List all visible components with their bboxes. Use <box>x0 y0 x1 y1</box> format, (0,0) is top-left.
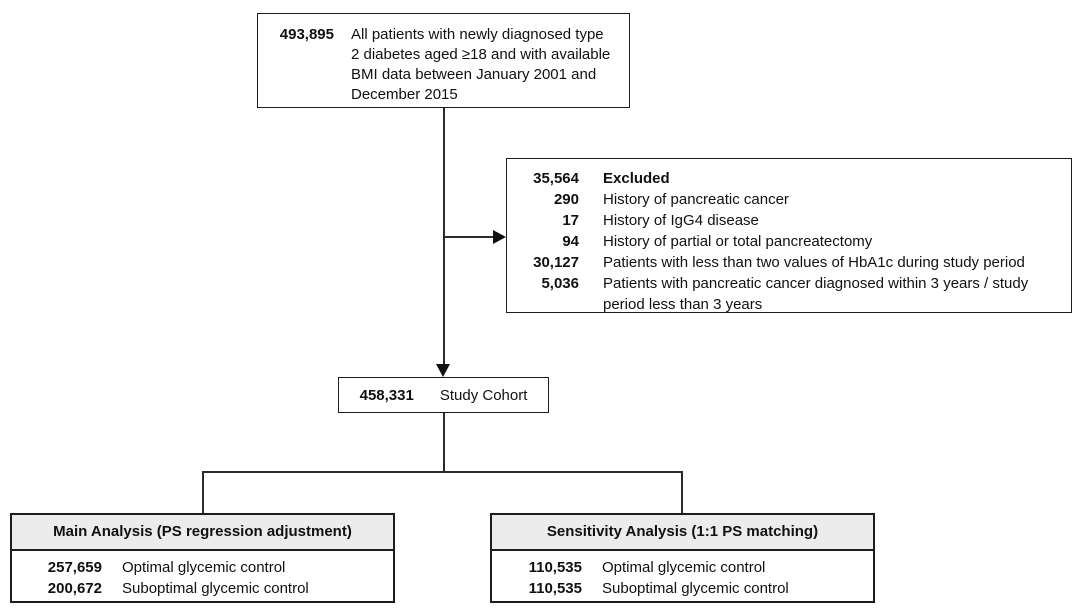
excluded-title: Excluded <box>603 170 670 187</box>
excluded-item-count: 17 <box>562 212 579 229</box>
connector-to-excluded <box>443 236 494 238</box>
top-box-label: All patients with newly diagnosed type 2… <box>351 26 611 103</box>
sensitivity-analysis-title: Sensitivity Analysis (1:1 PS matching) <box>492 515 873 551</box>
connector-cohort-to-branch <box>443 413 445 472</box>
excluded-item: 30,127 Patients with less than two value… <box>521 252 1057 273</box>
sensitivity-analysis-item-label: Suboptimal glycemic control <box>602 580 789 597</box>
study-cohort-box: 458,331 Study Cohort <box>338 377 549 413</box>
excluded-item-label: Patients with pancreatic cancer diagnose… <box>603 275 1029 313</box>
top-box-all-patients: 493,895 All patients with newly diagnose… <box>257 13 630 108</box>
excluded-item: 17 History of IgG4 disease <box>521 210 1057 231</box>
excluded-item: 5,036 Patients with pancreatic cancer di… <box>521 273 1057 315</box>
main-analysis-box: Main Analysis (PS regression adjustment)… <box>10 513 395 603</box>
sensitivity-analysis-item-count: 110,535 <box>528 559 582 576</box>
excluded-item-count: 290 <box>553 191 579 208</box>
sensitivity-analysis-item: 110,535 Optimal glycemic control <box>510 557 873 578</box>
branch-horizontal-line <box>202 471 683 473</box>
excluded-item-count: 5,036 <box>541 275 579 292</box>
sensitivity-analysis-item-count: 110,535 <box>528 580 582 597</box>
sensitivity-analysis-item-label: Optimal glycemic control <box>602 559 766 576</box>
branch-drop-right <box>681 471 683 513</box>
excluded-item-label: History of partial or total pancreatecto… <box>603 233 873 250</box>
sensitivity-analysis-box: Sensitivity Analysis (1:1 PS matching) 1… <box>490 513 875 603</box>
excluded-item-label: Patients with less than two values of Hb… <box>603 254 1025 271</box>
excluded-item: 94 History of partial or total pancreate… <box>521 231 1057 252</box>
arrowhead-down-cohort <box>436 364 450 377</box>
main-analysis-item-label: Suboptimal glycemic control <box>122 580 309 597</box>
main-analysis-item-count: 200,672 <box>47 580 102 597</box>
cohort-count: 458,331 <box>359 386 414 404</box>
sensitivity-analysis-item: 110,535 Suboptimal glycemic control <box>510 578 873 599</box>
branch-drop-left <box>202 471 204 513</box>
excluded-item: 290 History of pancreatic cancer <box>521 189 1057 210</box>
main-analysis-item-count: 257,659 <box>47 559 102 576</box>
excluded-item-count: 30,127 <box>533 254 579 271</box>
main-analysis-title: Main Analysis (PS regression adjustment) <box>12 515 393 551</box>
excluded-total-count: 35,564 <box>533 170 579 187</box>
excluded-item-count: 94 <box>562 233 579 250</box>
excluded-item-label: History of IgG4 disease <box>603 212 759 229</box>
main-analysis-item: 200,672 Suboptimal glycemic control <box>30 578 393 599</box>
excluded-box: 35,564 Excluded 290 History of pancreati… <box>506 158 1072 313</box>
main-analysis-item-label: Optimal glycemic control <box>122 559 286 576</box>
cohort-label: Study Cohort <box>439 386 528 404</box>
excluded-item-label: History of pancreatic cancer <box>603 191 789 208</box>
arrowhead-right-excluded <box>493 230 506 244</box>
main-analysis-item: 257,659 Optimal glycemic control <box>30 557 393 578</box>
top-box-count: 493,895 <box>279 26 334 43</box>
